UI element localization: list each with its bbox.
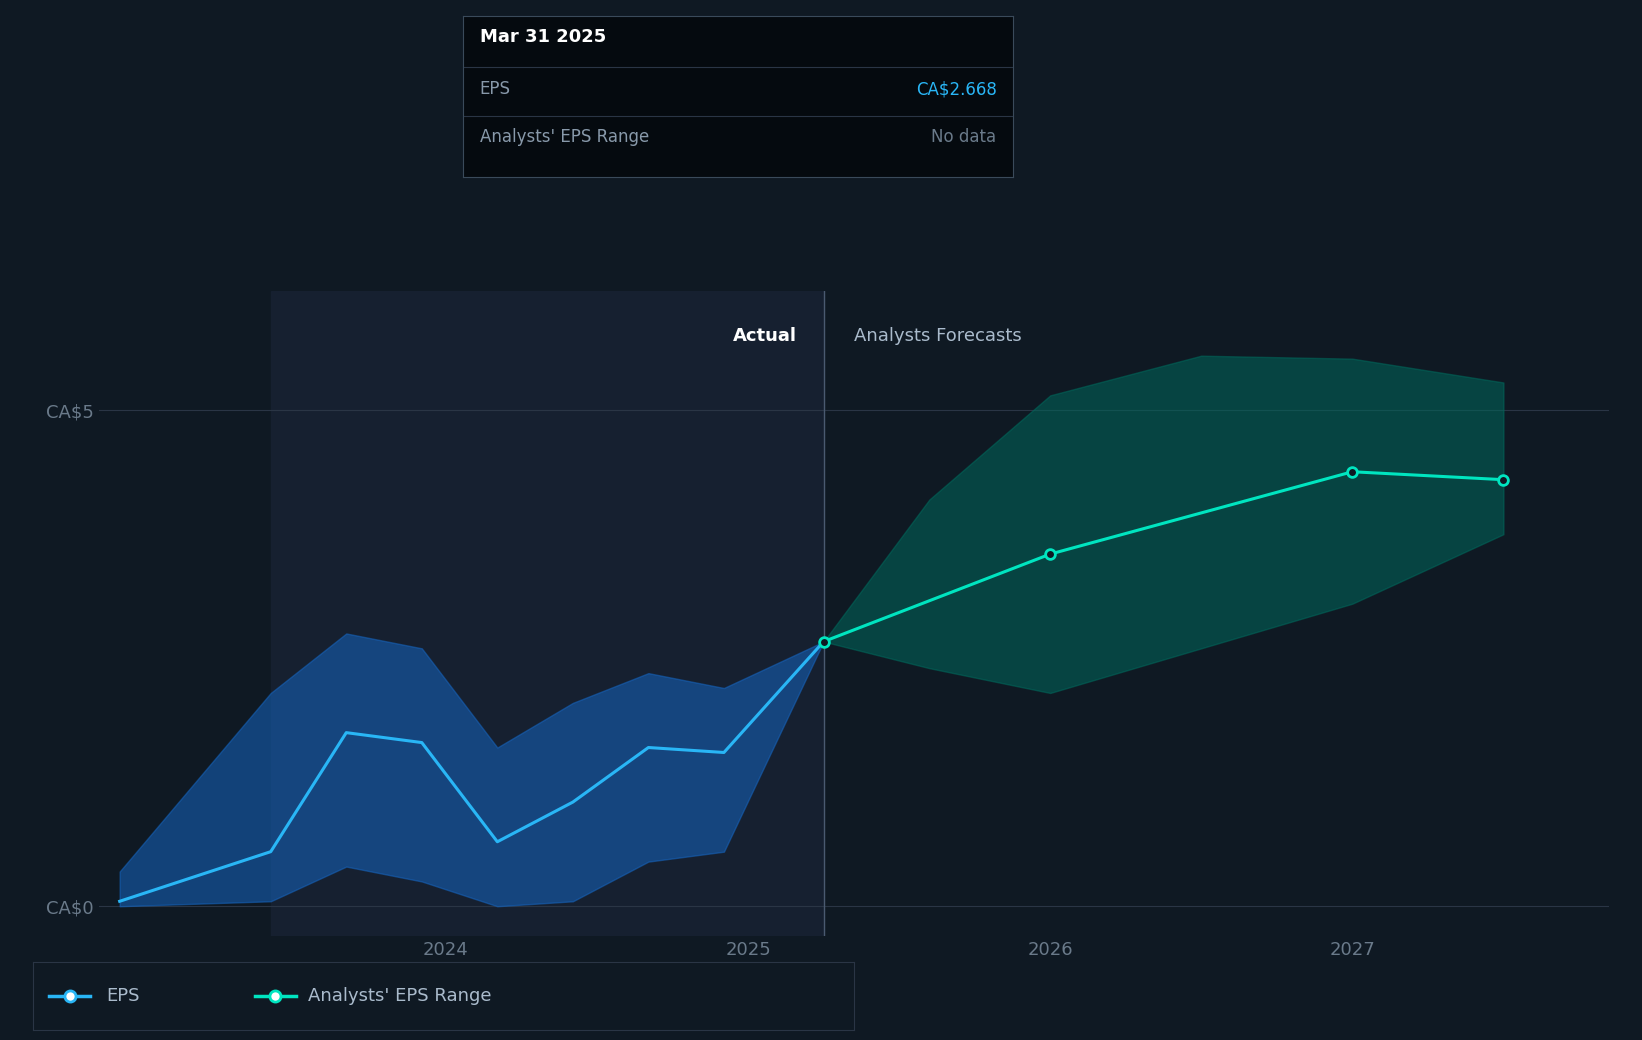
Text: Analysts' EPS Range: Analysts' EPS Range [309, 987, 491, 1005]
Text: Analysts Forecasts: Analysts Forecasts [854, 327, 1021, 345]
Bar [271, 291, 824, 936]
Text: Analysts' EPS Range: Analysts' EPS Range [479, 129, 649, 147]
Text: EPS: EPS [107, 987, 140, 1005]
Text: Actual: Actual [732, 327, 796, 345]
Text: EPS: EPS [479, 80, 511, 98]
Text: Mar 31 2025: Mar 31 2025 [479, 28, 606, 47]
Text: CA$2.668: CA$2.668 [916, 80, 997, 98]
Text: No data: No data [931, 129, 997, 147]
